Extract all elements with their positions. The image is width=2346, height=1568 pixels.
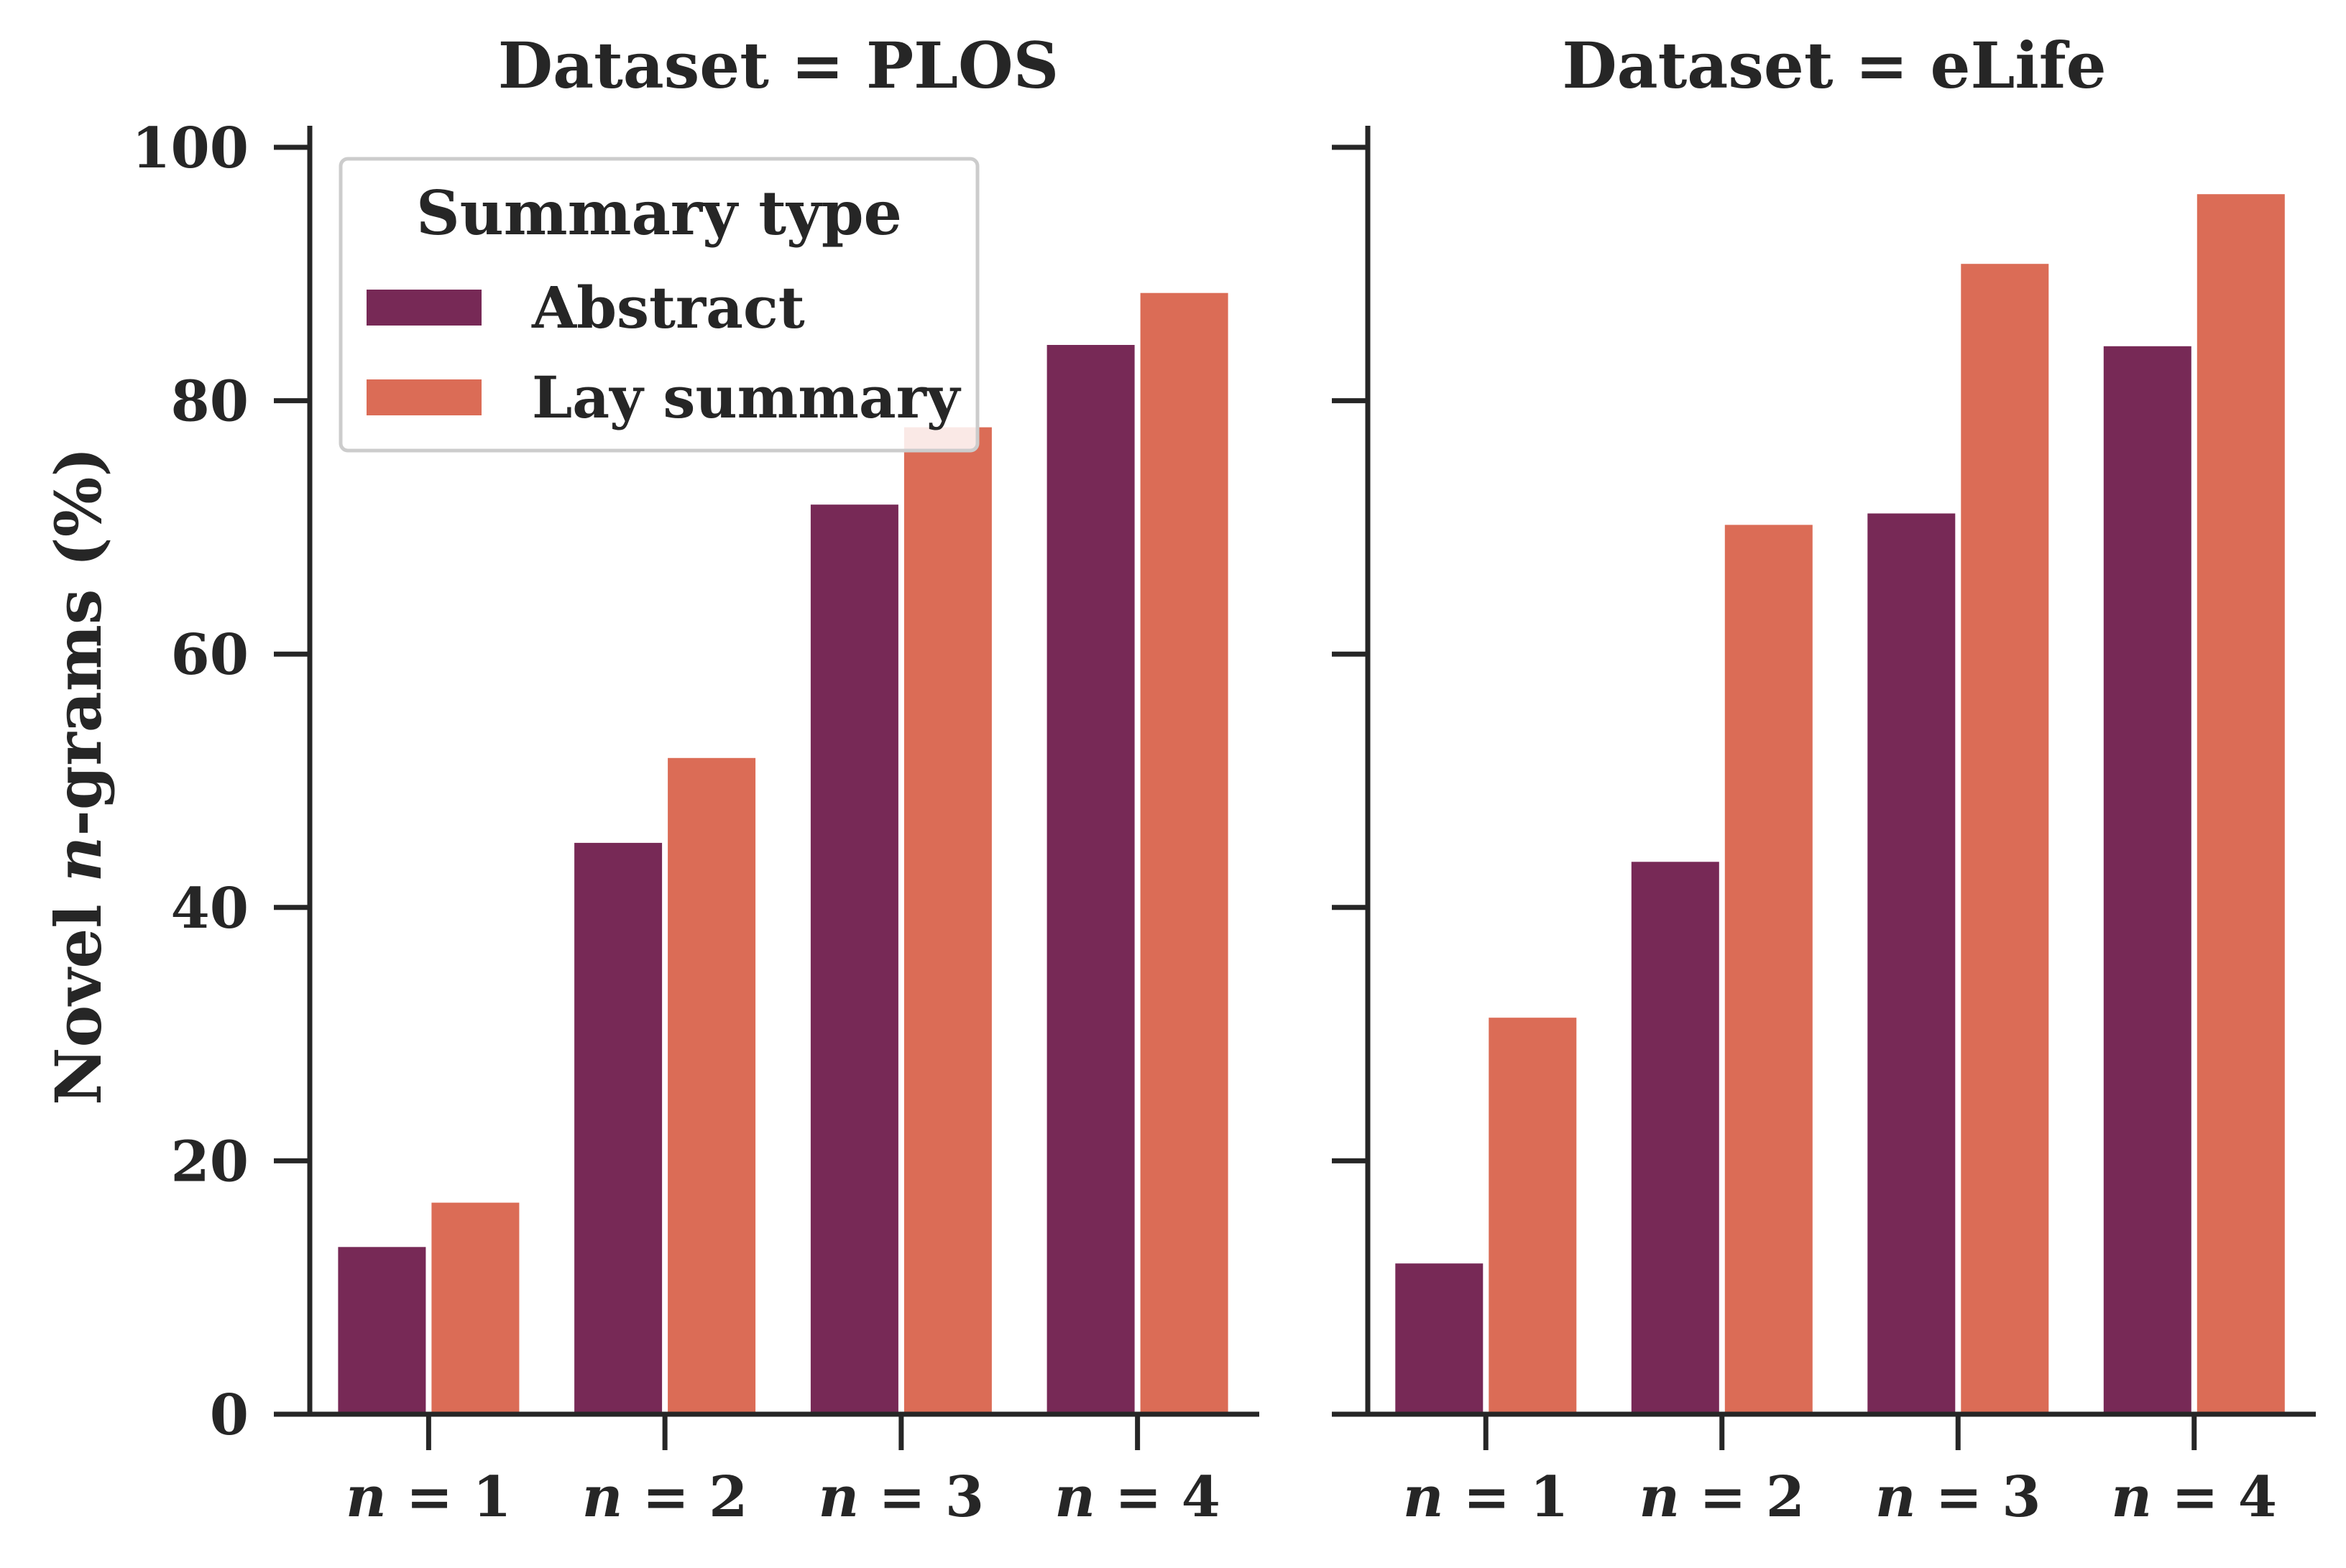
bar-elife-lay-summary-n2	[1724, 525, 1813, 1414]
legend-frame	[339, 157, 980, 453]
x-tick-label-plos-n3: n = 3	[819, 1465, 985, 1530]
y-tick-label-100: 100	[132, 116, 249, 181]
bar-plos-lay-summary-n1	[431, 1202, 520, 1414]
bar-elife-abstract-n3	[1867, 513, 1956, 1414]
y-tick-label-20: 20	[170, 1129, 249, 1194]
legend-title: Summary type	[416, 177, 902, 249]
legend: Summary type Abstract Lay summary	[339, 157, 980, 453]
legend-swatch-lay-summary	[367, 379, 482, 415]
bar-plos-abstract-n3	[810, 504, 898, 1415]
bar-plos-lay-summary-n3	[903, 427, 992, 1414]
y-tick-label-80: 80	[170, 369, 249, 435]
legend-swatch-abstract	[367, 290, 482, 326]
x-tick-label-plos-n2: n = 2	[582, 1465, 748, 1530]
x-tick-label-elife-n1: n = 1	[1403, 1465, 1569, 1530]
x-tick-label-elife-n2: n = 2	[1639, 1465, 1805, 1530]
bar-plos-lay-summary-n4	[1140, 292, 1228, 1415]
legend-label-lay-summary: Lay summary	[532, 364, 962, 431]
y-axis-label-n: n	[41, 836, 116, 882]
bar-plos-abstract-n4	[1046, 345, 1135, 1414]
x-tick-label-elife-n4: n = 4	[2111, 1465, 2277, 1530]
x-tick-label-elife-n3: n = 3	[1875, 1465, 2041, 1530]
bar-plos-abstract-n1	[338, 1247, 426, 1414]
bar-elife-abstract-n2	[1631, 862, 1719, 1414]
bar-elife-lay-summary-n1	[1489, 1018, 1577, 1414]
panel-plos: n = 1 n = 2 n = 3 n = 4 0 20 40 60 80 100	[132, 116, 1259, 1530]
bar-elife-abstract-n1	[1395, 1263, 1484, 1414]
y-axis-label: Novel n-grams (%)	[41, 447, 116, 1105]
panel-elife: n = 1 n = 2 n = 3 n = 4	[1332, 126, 2316, 1530]
y-tick-label-60: 60	[170, 622, 249, 688]
panel-title-plos: Dataset = PLOS	[498, 28, 1059, 103]
bar-plos-lay-summary-n2	[668, 757, 756, 1414]
x-tick-label-plos-n1: n = 1	[346, 1465, 512, 1530]
bar-elife-lay-summary-n3	[1961, 264, 2049, 1415]
y-axis-label-prefix: Novel	[41, 882, 116, 1105]
y-tick-label-0: 0	[210, 1383, 249, 1448]
panel-title-elife: Dataset = eLife	[1562, 28, 2106, 103]
bar-plos-abstract-n2	[574, 842, 663, 1414]
x-tick-label-plos-n4: n = 4	[1054, 1465, 1220, 1530]
y-axis-label-suffix: -grams (%)	[41, 447, 116, 836]
bar-elife-lay-summary-n4	[2196, 194, 2285, 1415]
legend-label-abstract: Abstract	[531, 274, 805, 341]
y-tick-label-40: 40	[170, 876, 249, 941]
bar-elife-abstract-n4	[2103, 346, 2191, 1414]
